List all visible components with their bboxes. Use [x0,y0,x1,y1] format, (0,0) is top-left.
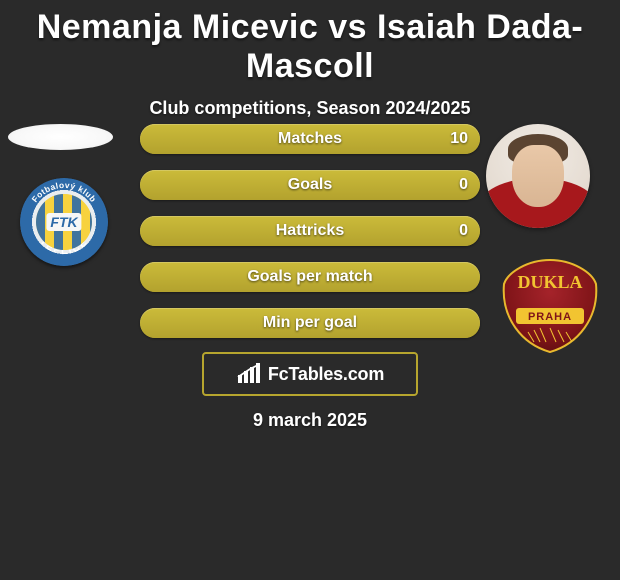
club-left-abbrev: FTK [46,213,81,231]
footer-date: 9 march 2025 [0,410,620,431]
page-subtitle: Club competitions, Season 2024/2025 [0,98,620,119]
bar-hattricks: Hattricks 0 [140,216,480,246]
bar-goals: Goals 0 [140,170,480,200]
page-title: Nemanja Micevic vs Isaiah Dada-Mascoll [0,0,620,86]
bar-goals-per-match: Goals per match [140,262,480,292]
svg-text:PRAHA: PRAHA [528,311,572,323]
player-right-avatar [486,124,590,228]
bar-value: 0 [459,216,468,246]
bar-label: Hattricks [140,216,480,246]
club-left-badge: Fotbalový klub TEPLICE FTK [20,178,108,266]
brand-text: FcTables.com [268,364,384,385]
bar-label: Matches [140,124,480,154]
bars-icon [236,363,262,385]
bar-label: Goals per match [140,262,480,292]
svg-text:DUKLA: DUKLA [517,272,582,292]
brand-badge: FcTables.com [202,352,418,396]
bar-label: Goals [140,170,480,200]
bar-label: Min per goal [140,308,480,338]
bar-value: 10 [450,124,468,154]
club-right-badge: DUKLA PRAHA [500,258,600,354]
stat-bars: Matches 10 Goals 0 Hattricks 0 Goals per… [140,124,480,354]
player-left-avatar [8,124,113,150]
bar-matches: Matches 10 [140,124,480,154]
bar-min-per-goal: Min per goal [140,308,480,338]
bar-value: 0 [459,170,468,200]
